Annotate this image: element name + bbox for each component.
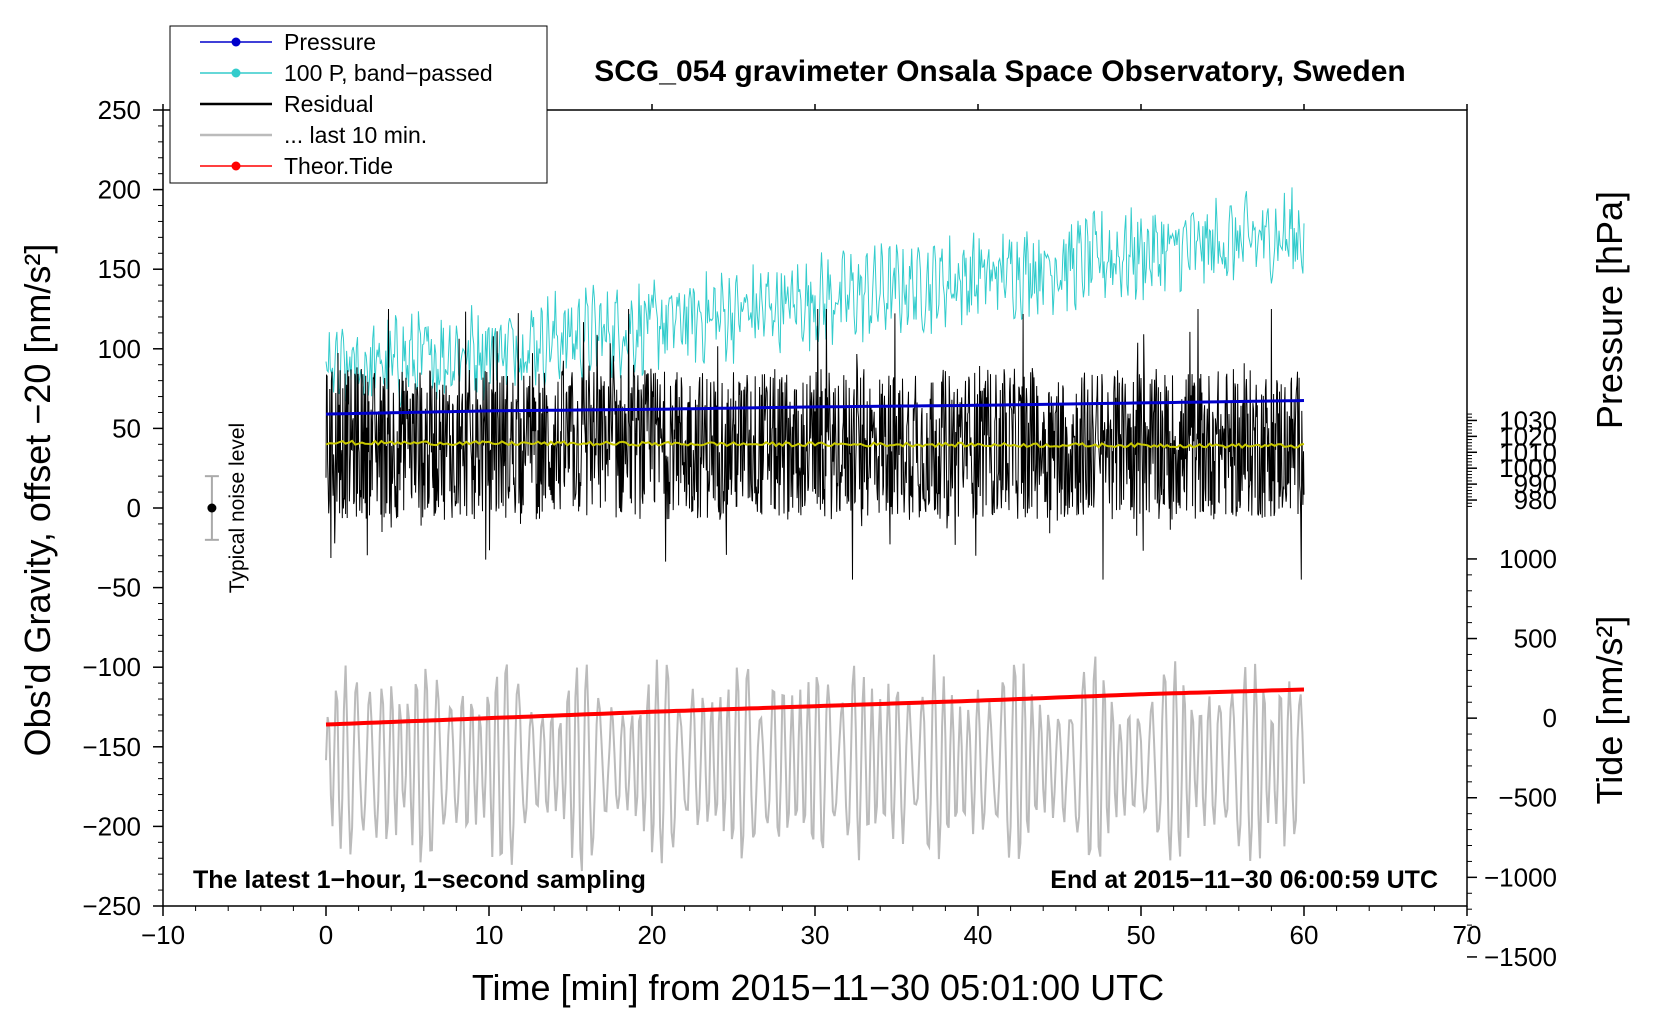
x-tick-label: 20 xyxy=(638,920,667,950)
tide-axis-label: Tide [nm/s²] xyxy=(1589,616,1630,805)
y-tick-label: 250 xyxy=(98,95,141,125)
pressure-axis-label: Pressure [hPa] xyxy=(1589,191,1630,429)
legend-marker xyxy=(231,68,241,78)
chart-title: SCG_054 gravimeter Onsala Space Observat… xyxy=(594,55,1406,88)
legend-label: 100 P, band−passed xyxy=(284,60,493,86)
tick-group: −10 0 10 20 30 40 50 60 70−250−200−150−100−50050… xyxy=(82,95,1557,972)
x-tick-label: −10 xyxy=(141,920,185,950)
x-tick-label: 0 xyxy=(319,920,333,950)
legend-label: ... last 10 min. xyxy=(284,122,427,148)
tide-tick-label: −500 xyxy=(1498,783,1557,813)
x-tick-label: 50 xyxy=(1127,920,1156,950)
series-last-10-min xyxy=(325,654,1305,872)
noise-point xyxy=(207,503,217,513)
legend-marker xyxy=(231,161,241,171)
annotation-end-time: End at 2015−11−30 06:00:59 UTC xyxy=(1050,866,1438,894)
legend: Pressure 100 P, band−passed Residual ... la… xyxy=(169,25,548,184)
y-tick-label: 200 xyxy=(98,175,141,205)
pressure-tick-label: 990 xyxy=(1514,469,1557,499)
series-pressure xyxy=(325,399,1305,416)
y-tick-label: 150 xyxy=(98,254,141,284)
legend-marker xyxy=(231,37,241,47)
y-tick-label: 100 xyxy=(98,334,141,364)
pressure-tick-label: 980 xyxy=(1514,485,1557,515)
series-band-passed xyxy=(325,187,1305,408)
noise-label: Typical noise level xyxy=(226,423,249,593)
tide-tick-label: 0 xyxy=(1543,703,1557,733)
y-tick-label: 0 xyxy=(127,493,141,523)
y-tick-label: −100 xyxy=(82,652,141,682)
x-tick-label: 60 xyxy=(1290,920,1319,950)
pressure-tick-label: 1030 xyxy=(1499,405,1557,435)
series-group xyxy=(325,187,1305,872)
noise-indicator: Typical noise level xyxy=(204,423,249,593)
x-tick-label: 10 xyxy=(475,920,504,950)
tide-tick-label: −1500 xyxy=(1484,942,1557,972)
pressure-tick-label: 1020 xyxy=(1499,421,1557,451)
legend-label: Theor.Tide xyxy=(284,153,393,179)
x-tick-label: 40 xyxy=(964,920,993,950)
tide-tick-label: −1000 xyxy=(1484,862,1557,892)
y-axis-label: Obs'd Gravity, offset −20 [nm/s²] xyxy=(17,244,58,757)
tide-tick-label: 1000 xyxy=(1499,544,1557,574)
annotation-sampling: The latest 1−hour, 1−second sampling xyxy=(193,866,646,894)
series-theor-tide xyxy=(325,687,1305,727)
y-tick-label: −50 xyxy=(97,573,141,603)
x-axis-label: Time [min] from 2015−11−30 05:01:00 UTC xyxy=(472,967,1164,1008)
y-tick-label: −200 xyxy=(82,811,141,841)
legend-label: Pressure xyxy=(284,29,376,55)
x-tick-label: 30 xyxy=(801,920,830,950)
pressure-tick-label: 1000 xyxy=(1499,453,1557,483)
pressure-tick-label: 1010 xyxy=(1499,437,1557,467)
series-filtered xyxy=(325,439,1305,449)
x-tick-label: 70 xyxy=(1453,920,1482,950)
y-tick-label: 50 xyxy=(112,413,141,443)
legend-label: Residual xyxy=(284,91,374,117)
tide-tick-label: 500 xyxy=(1514,624,1557,654)
y-tick-label: −250 xyxy=(82,891,141,921)
y-tick-label: −150 xyxy=(82,732,141,762)
series-residual xyxy=(325,308,1305,580)
